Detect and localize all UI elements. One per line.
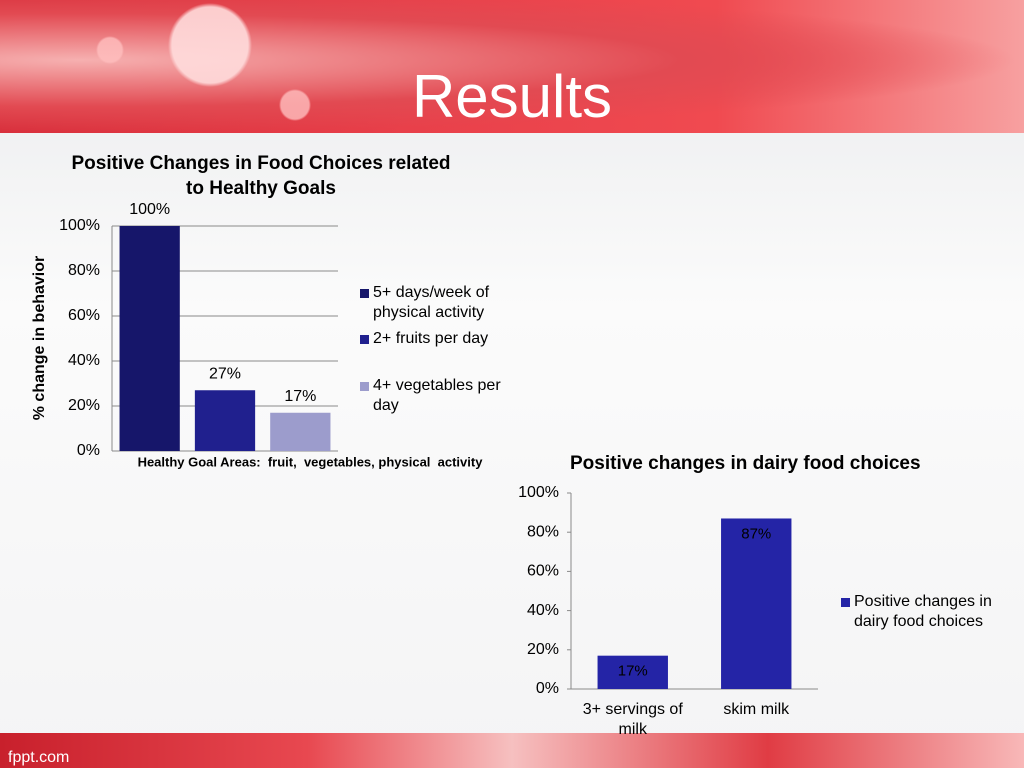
footer-banner — [0, 733, 1024, 768]
chart-title: Positive Changes in Food Choices related… — [71, 153, 451, 199]
value-label: 17% — [284, 388, 316, 405]
value-label: 27% — [209, 365, 241, 382]
legend-label: 5+ days/week of physical activity — [373, 284, 490, 321]
value-label: 100% — [129, 201, 170, 218]
header-banner — [0, 0, 1024, 133]
bar — [119, 226, 180, 451]
y-tick-label: 80% — [68, 262, 100, 279]
legend-label: 2+ fruits per day — [373, 330, 489, 347]
legend-item: Positive changes in dairy food choices — [841, 592, 1011, 632]
y-tick-label: 20% — [68, 397, 100, 414]
value-label: 17% — [618, 663, 648, 680]
bar — [194, 390, 256, 451]
y-tick-label: 100% — [59, 217, 100, 234]
legend-swatch — [360, 335, 369, 344]
chart-title: Positive changes in dairy food choices — [570, 453, 921, 474]
legend-label: Positive changes in dairy food choices — [854, 593, 992, 630]
y-tick-label: 80% — [527, 523, 559, 540]
y-tick-label: 20% — [527, 641, 559, 658]
footer-text: fppt.com — [8, 749, 70, 766]
legend-swatch — [360, 289, 369, 298]
y-axis-label: % change in behavior — [31, 256, 48, 420]
legend-label: 4+ vegetables per day — [373, 377, 501, 414]
y-tick-label: 40% — [527, 602, 559, 619]
y-tick-label: 60% — [68, 307, 100, 324]
x-tick-label: skim milk — [723, 701, 790, 718]
y-tick-label: 100% — [518, 484, 559, 501]
bar — [597, 655, 668, 689]
legend-item: 5+ days/week of physical activity — [360, 283, 520, 323]
x-axis-label: Healthy Goal Areas: fruit, vegetables, p… — [138, 454, 484, 469]
y-tick-label: 60% — [527, 563, 559, 580]
y-tick-label: 0% — [536, 680, 559, 697]
value-label: 87% — [741, 525, 771, 542]
y-tick-label: 40% — [68, 352, 100, 369]
legend-swatch — [360, 382, 369, 391]
bar — [270, 412, 331, 451]
legend-item: 4+ vegetables per day — [360, 376, 520, 416]
x-tick-label: 3+ servings of milk — [582, 701, 683, 738]
slide-title: Results — [411, 63, 613, 130]
legend-swatch — [841, 598, 850, 607]
y-tick-label: 0% — [77, 442, 100, 459]
bar — [721, 518, 792, 689]
legend-item: 2+ fruits per day — [360, 329, 520, 349]
